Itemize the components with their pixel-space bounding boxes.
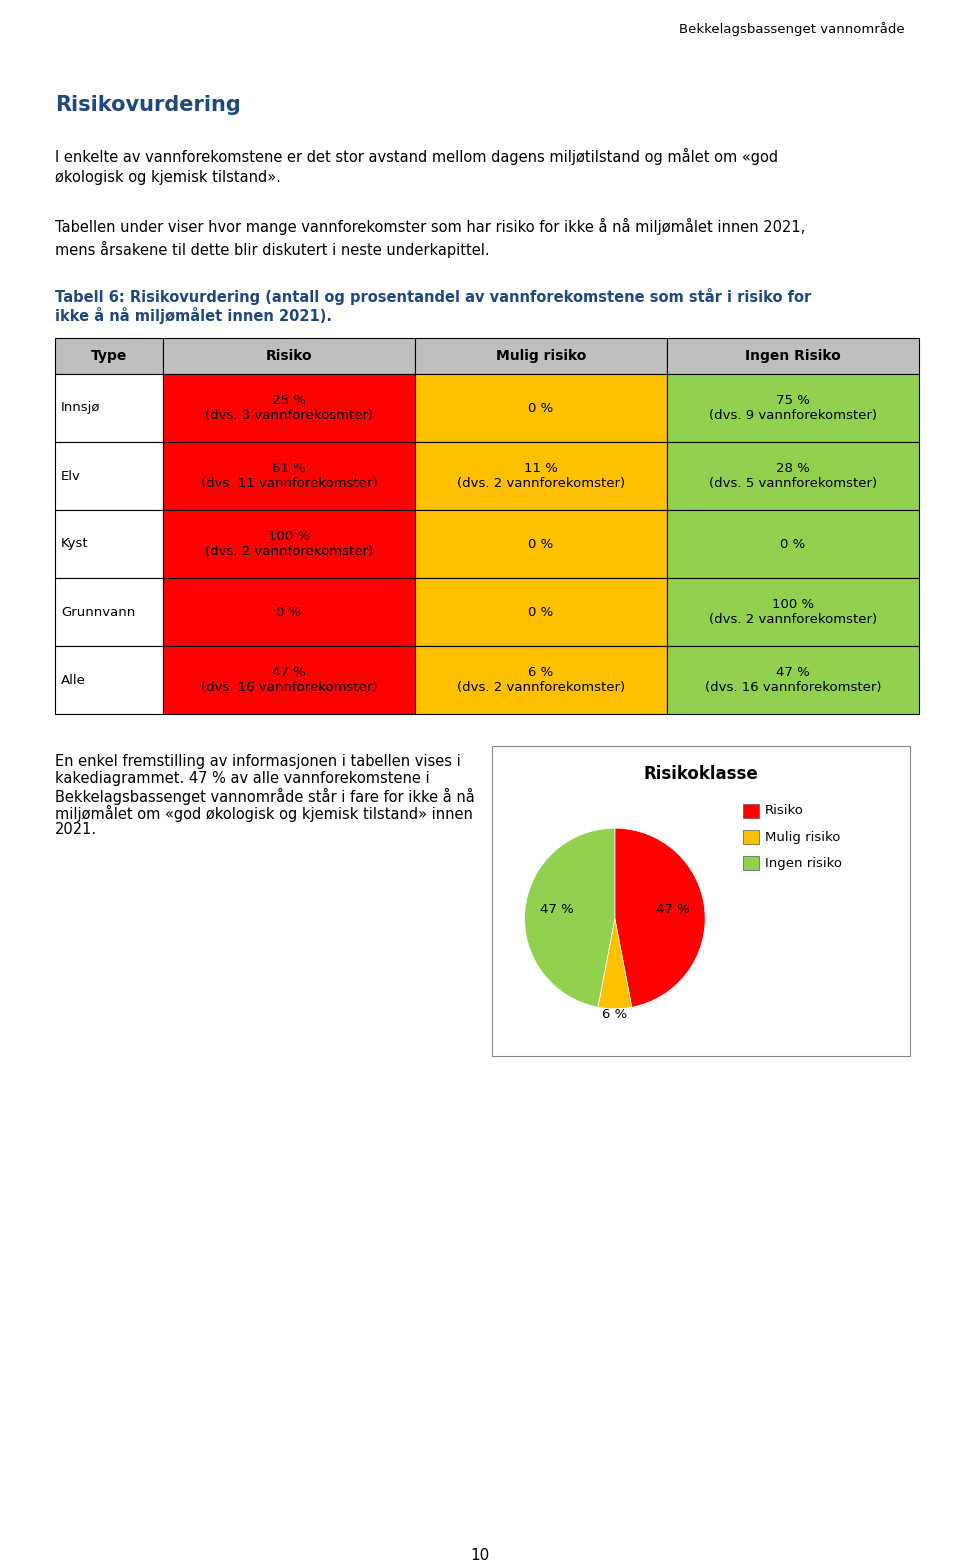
Text: 47 %: 47 % [657,903,690,916]
Text: Grunnvann: Grunnvann [61,606,135,618]
Bar [667,441,919,510]
Bar [667,374,919,441]
Text: Mulig risiko: Mulig risiko [765,831,840,844]
Text: 25 %
(dvs. 3 vannforekosmter): 25 % (dvs. 3 vannforekosmter) [204,394,373,423]
Text: 6 %: 6 % [602,1008,628,1020]
Bar [163,374,415,441]
Text: 11 %
(dvs. 2 vannforekomster): 11 % (dvs. 2 vannforekomster) [457,462,625,490]
Bar [163,510,415,577]
Text: 47 %: 47 % [540,903,573,916]
Text: Innsjø: Innsjø [61,402,101,415]
Text: 0 %: 0 % [276,606,301,618]
Text: 0 %: 0 % [528,537,554,551]
Text: Risiko: Risiko [765,804,804,817]
Bar [667,577,919,646]
Bar [55,338,163,374]
Text: miljømålet om «god økologisk og kjemisk tilstand» innen: miljømålet om «god økologisk og kjemisk … [55,804,473,822]
Bar [415,441,667,510]
Text: 10: 10 [470,1548,490,1563]
Text: 100 %
(dvs. 2 vannforekomster): 100 % (dvs. 2 vannforekomster) [708,598,877,626]
Text: Tabellen under viser hvor mange vannforekomster som har risiko for ikke å nå mil: Tabellen under viser hvor mange vannfore… [55,218,805,258]
Bar [415,338,667,374]
Bar [163,338,415,374]
Text: 75 %
(dvs. 9 vannforekomster): 75 % (dvs. 9 vannforekomster) [709,394,877,423]
Bar [415,510,667,577]
Text: 28 %
(dvs. 5 vannforekomster): 28 % (dvs. 5 vannforekomster) [708,462,877,490]
Text: Kyst: Kyst [61,537,88,551]
Bar [415,577,667,646]
Bar [55,510,163,577]
Text: 0 %: 0 % [528,606,554,618]
Text: I enkelte av vannforekomstene er det stor avstand mellom dagens miljøtilstand og: I enkelte av vannforekomstene er det sto… [55,149,779,185]
Text: Risikoklasse: Risikoklasse [643,765,758,782]
Text: 0 %: 0 % [528,402,554,415]
Bar [55,374,163,441]
Text: Bekkelagsbassenget vannområde står i fare for ikke å nå: Bekkelagsbassenget vannområde står i far… [55,789,475,804]
Text: 100 %
(dvs. 2 vannforekomster): 100 % (dvs. 2 vannforekomster) [204,531,373,559]
Bar [163,646,415,714]
Bar [55,441,163,510]
Text: Bekkelagsbassenget vannområde: Bekkelagsbassenget vannområde [680,22,905,36]
Bar [163,577,415,646]
Text: Risiko: Risiko [266,349,312,363]
Text: Type: Type [91,349,127,363]
Text: 6 %
(dvs. 2 vannforekomster): 6 % (dvs. 2 vannforekomster) [457,667,625,693]
Wedge shape [524,828,614,1008]
Text: En enkel fremstilling av informasjonen i tabellen vises i: En enkel fremstilling av informasjonen i… [55,754,461,768]
Bar [415,374,667,441]
Bar [492,747,910,1056]
Text: Elv: Elv [61,470,81,482]
Text: Risikovurdering: Risikovurdering [55,95,241,114]
Wedge shape [598,919,632,1009]
Bar [667,338,919,374]
Text: Mulig risiko: Mulig risiko [495,349,587,363]
Bar [415,646,667,714]
Text: 2021.: 2021. [55,822,97,837]
Text: Ingen risiko: Ingen risiko [765,856,842,870]
Bar [163,441,415,510]
Bar [667,510,919,577]
Text: Tabell 6: Risikovurdering (antall og prosentandel av vannforekomstene som står i: Tabell 6: Risikovurdering (antall og pro… [55,288,811,305]
Text: 47 %
(dvs. 16 vannforekomster): 47 % (dvs. 16 vannforekomster) [201,667,377,693]
Bar [55,646,163,714]
Bar [55,577,163,646]
Text: 0 %: 0 % [780,537,805,551]
Text: ikke å nå miljømålet innen 2021).: ikke å nå miljømålet innen 2021). [55,307,332,324]
Bar [667,646,919,714]
Text: 47 %
(dvs. 16 vannforekomster): 47 % (dvs. 16 vannforekomster) [705,667,881,693]
Text: 61 %
(dvs. 11 vannforekomster): 61 % (dvs. 11 vannforekomster) [201,462,377,490]
Text: Ingen Risiko: Ingen Risiko [745,349,841,363]
Text: Alle: Alle [61,673,85,687]
Text: kakediagrammet. 47 % av alle vannforekomstene i: kakediagrammet. 47 % av alle vannforekom… [55,772,430,786]
Wedge shape [614,828,706,1008]
